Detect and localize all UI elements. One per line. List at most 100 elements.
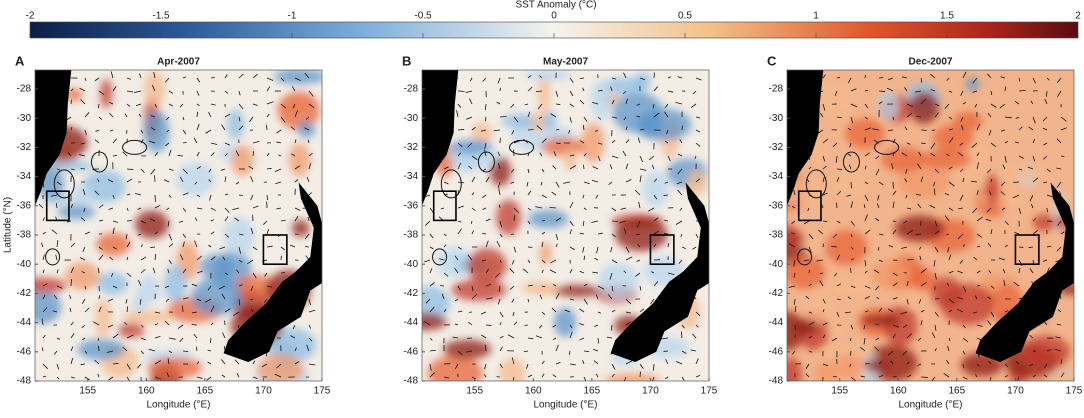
colorbar-title: SST Anomaly (°C): [515, 0, 596, 11]
colorbar-tick-label: 1: [813, 11, 819, 22]
current-vector: [850, 268, 851, 273]
x-tick-label: 155: [79, 386, 96, 397]
y-tick-label: -42: [769, 288, 784, 299]
y-tick-label: -44: [769, 317, 784, 328]
sst-blob: [200, 254, 235, 280]
colorbar-tick-label: -1.5: [152, 11, 170, 22]
y-tick-label: -32: [769, 142, 784, 153]
sst-blob: [122, 310, 173, 324]
y-tick-label: -30: [404, 113, 419, 124]
current-vector: [127, 220, 132, 221]
sst-blob: [96, 233, 130, 256]
y-tick-label: -38: [17, 230, 32, 241]
sst-blob: [467, 248, 507, 283]
current-vector: [150, 247, 155, 248]
sst-blob: [297, 121, 315, 137]
sst-blob: [1001, 166, 1049, 182]
x-tick-label: 160: [525, 386, 542, 397]
x-tick-label: 170: [642, 386, 659, 397]
sst-blob: [231, 145, 253, 176]
x-tick-label: 175: [314, 386, 331, 397]
panel-title: Apr-2007: [157, 57, 200, 68]
current-vector: [1047, 208, 1048, 212]
sst-blob: [65, 262, 100, 290]
sst-blob: [910, 92, 939, 124]
sst-blob: [634, 72, 651, 88]
current-vector: [1061, 156, 1064, 157]
x-tick-label: 160: [138, 386, 155, 397]
y-tick-label: -44: [17, 317, 32, 328]
panel-title: Dec-2007: [909, 57, 953, 68]
y-tick-label: -46: [769, 346, 784, 357]
sst-blob: [871, 260, 910, 289]
sst-blob: [502, 114, 535, 128]
current-vector: [127, 169, 133, 170]
sst-blob: [278, 91, 320, 130]
colorbar-tick-label: -2: [26, 11, 35, 22]
sst-blob: [780, 357, 802, 391]
sst-blob: [834, 354, 863, 378]
y-tick-label: -36: [769, 200, 784, 211]
y-tick-label: -42: [404, 288, 419, 299]
current-vector: [921, 143, 926, 144]
y-tick-label: -48: [404, 376, 419, 387]
y-tick-label: -30: [17, 113, 32, 124]
x-tick-label: 165: [584, 386, 601, 397]
y-tick-label: -40: [769, 259, 784, 270]
map-field: [771, 70, 1084, 392]
sst-blob: [164, 265, 186, 303]
sst-blob: [878, 91, 899, 121]
y-tick-label: -44: [404, 317, 419, 328]
sst-blob: [865, 360, 889, 372]
current-vector: [865, 75, 866, 78]
current-vector: [182, 306, 183, 312]
sst-blob: [582, 123, 605, 163]
sst-blob: [827, 321, 844, 336]
y-tick-label: -46: [17, 346, 32, 357]
sst-blob: [540, 242, 552, 265]
panel-letter: C: [767, 53, 777, 68]
current-vector: [653, 364, 654, 371]
x-tick-label: 155: [831, 386, 848, 397]
sst-blob: [528, 210, 568, 229]
y-tick-label: -40: [17, 259, 32, 270]
sst-blob: [982, 275, 1017, 286]
y-tick-label: -46: [404, 346, 419, 357]
current-vector: [80, 168, 85, 169]
sst-blob: [881, 147, 925, 172]
x-tick-label: 155: [466, 386, 483, 397]
sst-blob: [499, 358, 525, 388]
colorbar-tick-label: -0.5: [414, 11, 432, 22]
colorbar-tick-label: 1.5: [940, 11, 954, 22]
x-axis-label: Longitude (°E): [146, 400, 210, 411]
sst-blob: [147, 357, 202, 378]
sst-blob: [77, 339, 125, 360]
current-vector: [664, 195, 668, 196]
current-vector: [888, 130, 893, 131]
x-axis-label: Longitude (°E): [533, 400, 597, 411]
y-tick-label: -34: [769, 171, 784, 182]
current-vector: [809, 270, 810, 273]
y-tick-label: -34: [404, 171, 419, 182]
sst-blob: [554, 307, 577, 337]
colorbar-tick-label: -1: [288, 11, 297, 22]
sst-blob: [132, 294, 145, 314]
panel-letter: B: [402, 53, 411, 68]
current-vector: [583, 165, 584, 169]
x-tick-label: 165: [197, 386, 214, 397]
sst-blob: [97, 272, 128, 295]
current-vector: [611, 325, 612, 330]
sst-blob: [845, 119, 885, 150]
sst-blob: [525, 68, 571, 80]
map-field: [404, 68, 709, 390]
y-tick-label: -28: [769, 84, 784, 95]
y-tick-label: -38: [769, 230, 784, 241]
sst-blob: [95, 299, 112, 338]
sst-blob: [802, 294, 832, 324]
current-vector: [837, 299, 841, 300]
current-vector: [556, 104, 560, 105]
y-tick-label: -28: [404, 84, 419, 95]
colorbar-tick-label: 0: [551, 11, 557, 22]
